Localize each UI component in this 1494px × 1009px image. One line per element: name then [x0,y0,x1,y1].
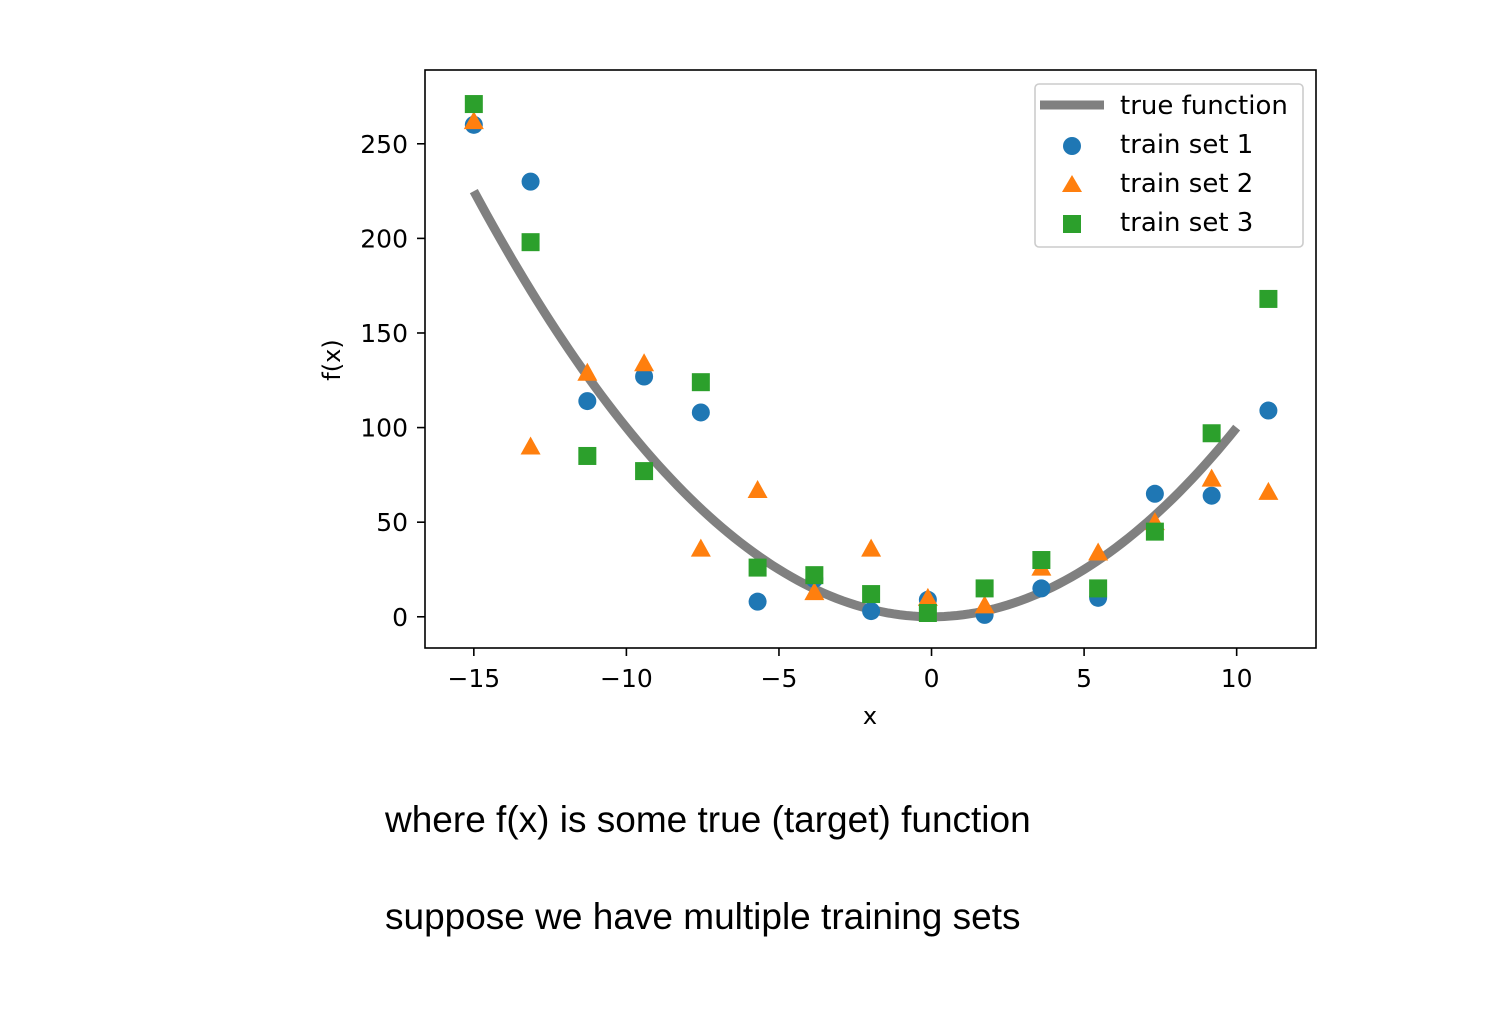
x-axis-label: x [863,702,877,730]
point-train-set-3-5 [748,558,767,577]
point-train-set-2-7 [861,538,882,557]
point-train-set-2-2 [577,362,598,381]
x-tick-label: −5 [761,664,798,693]
y-axis-label: f(x) [318,339,346,380]
point-train-set-1-3 [635,367,654,386]
point-train-set-3-9 [975,579,994,598]
data-points [463,95,1279,624]
point-train-set-1-14 [1259,401,1278,420]
point-train-set-2-3 [634,353,655,372]
point-train-set-2-0 [463,111,484,130]
plot-area [463,95,1279,624]
y-tick-label: 50 [376,508,408,537]
caption-target-function: where f(x) is some true (target) functio… [385,799,1031,840]
x-tick-label: 0 [924,664,940,693]
point-train-set-2-5 [747,480,768,499]
point-train-set-1-10 [1032,579,1051,598]
plot-frame [424,69,1317,649]
point-train-set-3-13 [1202,424,1221,443]
x-axis: −15 −10 −5 0 5 10 [447,648,1253,693]
scatter-chart: −15 −10 −5 0 5 10 0 50 100 150 200 250 x f(x) true… [318,69,1317,730]
point-train-set-3-10 [1032,551,1051,570]
true-function-curve [469,188,1241,622]
legend: true function train set 1 train set 2 tr… [1034,83,1304,248]
series-train-set-3 [464,95,1278,622]
point-train-set-3-11 [1089,579,1108,598]
point-train-set-3-3 [635,462,654,481]
point-train-set-3-12 [1145,522,1164,541]
point-train-set-2-11 [1088,542,1109,561]
x-tick-label: −15 [447,664,500,693]
y-tick-label: 150 [360,319,408,348]
y-tick-label: 0 [392,603,408,632]
legend-marker-train-set-2 [1062,175,1082,192]
point-train-set-1-5 [748,592,767,611]
legend-label-train-set-1: train set 1 [1120,130,1253,160]
point-train-set-3-6 [805,566,824,585]
y-axis: 0 50 100 150 200 250 [360,130,425,632]
legend-label-train-set-3: train set 3 [1120,208,1253,238]
point-train-set-1-7 [862,602,881,621]
point-train-set-1-12 [1145,484,1164,503]
point-train-set-3-14 [1259,289,1278,308]
y-tick-label: 100 [360,414,408,443]
y-tick-label: 250 [360,130,408,159]
legend-marker-train-set-1 [1063,137,1081,155]
point-train-set-3-0 [464,95,483,114]
point-train-set-2-1 [520,436,541,455]
point-train-set-3-7 [862,585,881,604]
point-train-set-2-13 [1201,468,1222,487]
legend-frame [1034,83,1304,248]
point-train-set-2-9 [974,595,995,614]
y-tick-label: 200 [360,224,408,253]
point-train-set-1-13 [1202,486,1221,505]
point-train-set-3-1 [521,233,540,252]
point-train-set-2-6 [804,582,825,601]
point-train-set-2-8 [917,587,938,606]
legend-label-train-set-2: train set 2 [1120,169,1253,199]
point-train-set-1-4 [691,403,710,422]
point-train-set-1-2 [578,392,597,411]
point-train-set-3-4 [691,373,710,392]
x-tick-label: 5 [1076,664,1092,693]
point-train-set-1-1 [521,172,540,191]
point-train-set-2-4 [690,538,711,557]
caption-training-sets: suppose we have multiple training sets [385,896,1021,937]
x-tick-label: 10 [1221,664,1253,693]
legend-marker-train-set-3 [1063,215,1081,233]
point-train-set-2-14 [1258,481,1279,500]
x-tick-label: −10 [600,664,653,693]
point-train-set-3-2 [578,446,597,465]
point-train-set-3-8 [918,603,937,622]
legend-label-true-function: true function [1120,91,1288,121]
